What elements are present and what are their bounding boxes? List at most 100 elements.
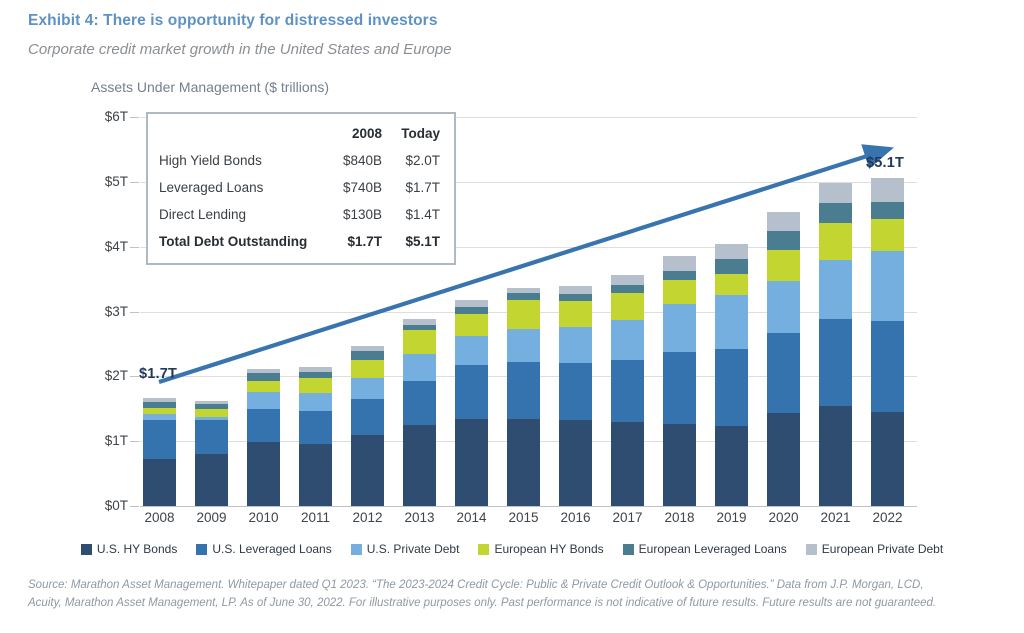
bar-segment (143, 401, 176, 409)
exhibit-title: Exhibit 4: There is opportunity for dist… (28, 12, 438, 29)
bar-segment (143, 413, 176, 420)
summary-table-cell: $5.1T (405, 234, 440, 249)
x-axis-label: 2016 (560, 510, 591, 525)
bar-segment (819, 319, 852, 406)
bar-segment (767, 412, 800, 506)
bar-segment (715, 259, 748, 275)
bar-segment (403, 424, 436, 506)
legend-label: European Private Debt (821, 542, 944, 556)
summary-table-cell: $130B (342, 207, 382, 222)
legend-swatch-icon (805, 543, 817, 555)
gridline (140, 441, 917, 443)
y-axis-label: $6T (104, 109, 128, 125)
bar-segment (559, 326, 592, 364)
bar-segment (195, 403, 228, 409)
source-line-1: Source: Marathon Asset Management. White… (28, 579, 924, 591)
bar-segment (455, 307, 488, 314)
bar-segment (715, 274, 748, 296)
bar-segment (819, 203, 852, 224)
bar-segment (247, 380, 280, 392)
bar-segment (559, 285, 592, 295)
bar-segment (299, 444, 332, 506)
bar-segment (871, 251, 904, 322)
bar-segment (351, 350, 384, 361)
bar-segment (247, 372, 280, 381)
summary-table-row: Direct Lending $130B $1.4T (148, 201, 454, 228)
bar-segment (871, 218, 904, 252)
chart-subtitle: Corporate credit market growth in the Un… (28, 41, 452, 58)
bar-segment (663, 271, 696, 280)
legend-label: U.S. HY Bonds (96, 542, 178, 556)
y-axis-title: Assets Under Management ($ trillions) (91, 79, 330, 95)
bar-segment (767, 280, 800, 333)
bar-segment (195, 416, 228, 420)
bar-segment (507, 362, 540, 419)
start-value-annotation: $1.7T (139, 366, 178, 382)
x-axis-label: 2012 (352, 510, 383, 525)
chart-legend: U.S. HY Bonds U.S. Leveraged Loans U.S. Pr… (0, 542, 1024, 556)
bar-segment (247, 409, 280, 442)
bar-2013 (403, 319, 436, 506)
summary-table-row: Leveraged Loans $740B $1.7T (148, 174, 454, 201)
bar-segment (507, 299, 540, 330)
summary-table-cell: $840B (342, 153, 382, 168)
summary-table-cell: High Yield Bonds (159, 153, 262, 168)
bar-segment (507, 329, 540, 363)
bar-segment (715, 295, 748, 350)
summary-table-cell: $1.4T (405, 207, 440, 222)
bar-segment (819, 259, 852, 320)
bar-segment (507, 418, 540, 506)
bar-segment (351, 360, 384, 378)
bar-segment (299, 392, 332, 411)
bar-segment (715, 426, 748, 506)
bar-segment (663, 255, 696, 272)
bar-segment (767, 332, 800, 413)
bar-segment (403, 380, 436, 425)
summary-table-row: Total Debt Outstanding $1.7T $5.1T (148, 228, 454, 255)
bar-segment (299, 367, 332, 372)
legend-swatch-icon (622, 543, 634, 555)
x-axis-label: 2022 (872, 510, 903, 525)
bar-segment (559, 301, 592, 327)
x-axis-label: 2017 (612, 510, 643, 525)
x-axis-label: 2015 (508, 510, 539, 525)
legend-swatch-icon (478, 543, 490, 555)
bar-segment (611, 275, 644, 286)
bar-segment (767, 231, 800, 251)
bar-segment (663, 304, 696, 352)
bar-2022 (871, 177, 904, 506)
bar-segment (299, 378, 332, 393)
bar-segment (455, 299, 488, 308)
summary-table-header-cell: Today (401, 126, 440, 141)
x-axis-label: 2019 (716, 510, 747, 525)
summary-table: 2008 Today High Yield Bonds $840B $2.0T Lever… (146, 112, 456, 265)
bar-segment (143, 458, 176, 506)
bar-segment (767, 212, 800, 232)
bar-segment (403, 325, 436, 331)
legend-label: U.S. Leveraged Loans (212, 542, 332, 556)
y-axis-tick (130, 246, 139, 248)
legend-label: European HY Bonds (494, 542, 604, 556)
bar-segment (351, 377, 384, 400)
bar-segment (507, 287, 540, 294)
bar-segment (663, 424, 696, 506)
summary-table-header-cell: 2008 (351, 126, 382, 141)
bar-segment (195, 408, 228, 417)
bar-2017 (611, 275, 644, 506)
bar-segment (351, 345, 384, 351)
bar-segment (871, 321, 904, 413)
x-axis-label: 2008 (144, 510, 175, 525)
bar-segment (767, 250, 800, 281)
bar-segment (663, 351, 696, 425)
y-axis-tick (130, 311, 139, 313)
end-value-annotation: $5.1T (866, 155, 905, 171)
bar-segment (143, 419, 176, 459)
bar-segment (559, 420, 592, 506)
legend-item: European Private Debt (805, 542, 944, 556)
bar-segment (351, 399, 384, 435)
y-axis-label: $3T (104, 303, 128, 319)
y-axis-label: $2T (104, 368, 128, 384)
summary-table-cell: Leveraged Loans (159, 180, 264, 195)
bar-2009 (195, 401, 228, 506)
source-text: Source: Marathon Asset Management. White… (28, 577, 1012, 613)
